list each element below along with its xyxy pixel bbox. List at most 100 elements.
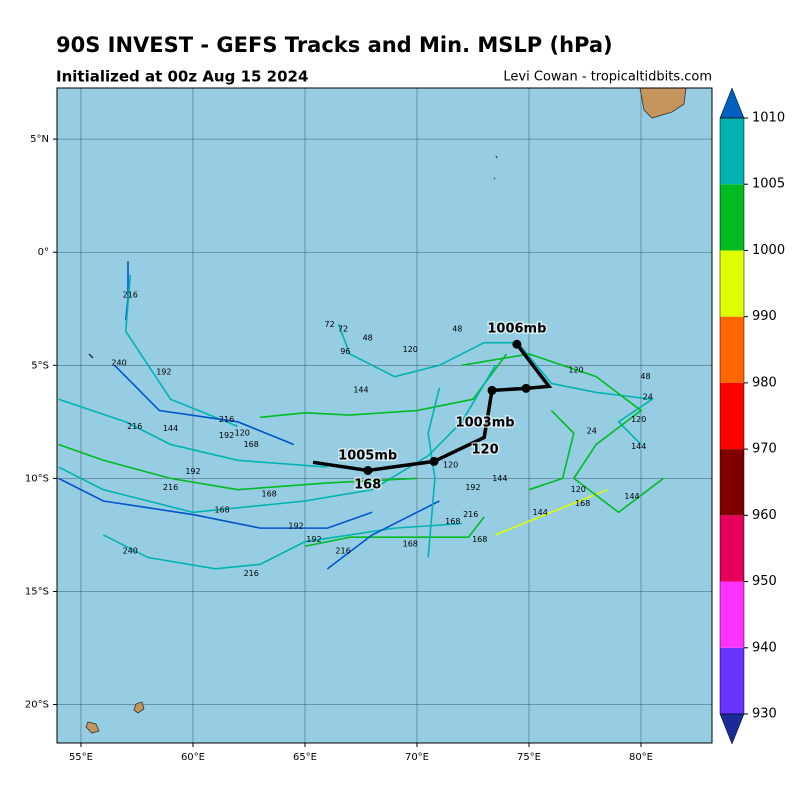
ensemble-track <box>427 387 441 558</box>
forecast-hour-label: 192 <box>185 467 200 476</box>
land <box>85 88 687 734</box>
forecast-hour-label: 48 <box>363 334 373 343</box>
forecast-hour-label: 192 <box>219 431 234 440</box>
mean-track-point <box>363 465 373 475</box>
ensemble-track <box>58 398 328 468</box>
forecast-hour-label: 168 <box>575 499 590 508</box>
forecast-hour-label: 120 <box>571 485 586 494</box>
mean-track-point <box>487 385 497 395</box>
colorbar-segment <box>720 316 744 383</box>
forecast-hour-label: 216 <box>123 291 138 300</box>
forecast-hour-label: 48 <box>640 372 650 381</box>
island <box>493 155 498 180</box>
forecast-hour-label: 144 <box>624 492 639 501</box>
colorbar-tick-label: 990 <box>752 309 777 324</box>
lat-tick-label: 15°S <box>25 586 49 597</box>
forecast-hour-label: 24 <box>643 392 653 401</box>
ensemble-track <box>304 516 485 548</box>
colorbar-segment <box>720 184 744 251</box>
colorbar-segment <box>720 250 744 317</box>
subtitle: Initialized at 00z Aug 15 2024 <box>56 68 308 86</box>
mean-label: 1005mb <box>338 448 397 463</box>
lat-tick-label: 0° <box>38 247 49 258</box>
forecast-hour-label: 192 <box>465 483 480 492</box>
colorbar-tick-label: 970 <box>752 442 777 457</box>
forecast-hour-label: 240 <box>123 546 138 555</box>
colorbar-tick-label: 940 <box>752 640 777 655</box>
island <box>88 353 94 359</box>
map-frame <box>56 87 713 744</box>
mean-track-point <box>521 383 531 393</box>
forecast-hour-label: 168 <box>403 539 418 548</box>
forecast-hour-label: 144 <box>353 386 368 395</box>
ensemble-track <box>337 324 518 378</box>
forecast-hour-label: 120 <box>631 415 646 424</box>
mean-track <box>312 343 553 473</box>
colorbar-tick-label: 960 <box>752 508 777 523</box>
ensemble-track <box>461 353 664 514</box>
colorbar-segment <box>720 515 744 582</box>
lon-tick-label: 60°E <box>181 752 205 763</box>
forecast-hour-label: 240 <box>111 359 126 368</box>
lon-tick-label: 65°E <box>293 752 317 763</box>
lon-tick-label: 55°E <box>69 752 93 763</box>
ensemble-track <box>528 409 575 491</box>
mean-label: 1003mb <box>456 415 515 430</box>
colorbar-tick-label: 930 <box>752 707 777 722</box>
forecast-hour-label: 144 <box>163 424 178 433</box>
lat-tick-label: 20°S <box>25 700 49 711</box>
colorbar-tick-label: 1000 <box>752 243 785 258</box>
colorbar-under <box>719 713 745 745</box>
ensemble-track <box>260 353 508 419</box>
lat-tick-label: 5°N <box>30 134 49 145</box>
forecast-hour-label: 168 <box>244 440 259 449</box>
lon-tick-label: 75°E <box>517 752 541 763</box>
ensemble-track <box>58 443 418 491</box>
island <box>133 701 145 714</box>
forecast-hour-label: 120 <box>235 429 250 438</box>
ensemble-track <box>58 477 373 529</box>
forecast-hour-label: 168 <box>445 517 460 526</box>
forecast-hour-label: 48 <box>452 325 462 334</box>
colorbar-tick-label: 1010 <box>752 111 785 126</box>
forecast-hour-label: 216 <box>463 510 478 519</box>
mean-label: 120 <box>472 443 499 458</box>
forecast-hour-label: 216 <box>127 422 142 431</box>
forecast-hour-label: 168 <box>261 490 276 499</box>
mean-label: 1006mb <box>487 322 546 337</box>
mean-track-point <box>512 339 522 349</box>
mean-label: 168 <box>354 478 381 493</box>
lon-tick-label: 80°E <box>629 752 653 763</box>
colorbar-frame <box>719 117 745 715</box>
colorbar: 930 940 950 960 970 980 990 1000 1005 1010 <box>719 87 785 745</box>
forecast-hour-label: 168 <box>214 506 229 515</box>
colorbar-segment <box>720 449 744 516</box>
title: 90S INVEST - GEFS Tracks and Min. MSLP (… <box>56 33 613 57</box>
lat-tick-label: 10°S <box>25 473 49 484</box>
forecast-hour-label: 120 <box>443 460 458 469</box>
mean-track-point <box>429 456 439 466</box>
credit: Levi Cowan - tropicaltidbits.com <box>503 70 712 85</box>
colorbar-segment <box>720 647 744 714</box>
ensemble-track <box>103 522 462 570</box>
ensemble-track <box>114 364 295 446</box>
ensemble-track <box>326 500 440 570</box>
forecast-hour-label: 216 <box>219 415 234 424</box>
land-mass <box>639 88 687 119</box>
forecast-hour-label: 144 <box>631 442 646 451</box>
forecast-hour-label: 144 <box>492 474 507 483</box>
forecast-hour-label: 216 <box>163 483 178 492</box>
forecast-hour-label: 120 <box>568 365 583 374</box>
colorbar-segment <box>720 118 744 185</box>
ensemble-track <box>124 274 239 428</box>
forecast-hour-label: 192 <box>156 368 171 377</box>
forecast-hour-label: 72 <box>338 325 348 334</box>
colorbar-tick-label: 950 <box>752 574 777 589</box>
lat-tick-label: 5°S <box>31 360 49 371</box>
colorbar-segment <box>720 581 744 648</box>
forecast-hour-label: 96 <box>340 347 350 356</box>
ocean <box>57 88 712 743</box>
forecast-hour-label: 216 <box>244 569 259 578</box>
